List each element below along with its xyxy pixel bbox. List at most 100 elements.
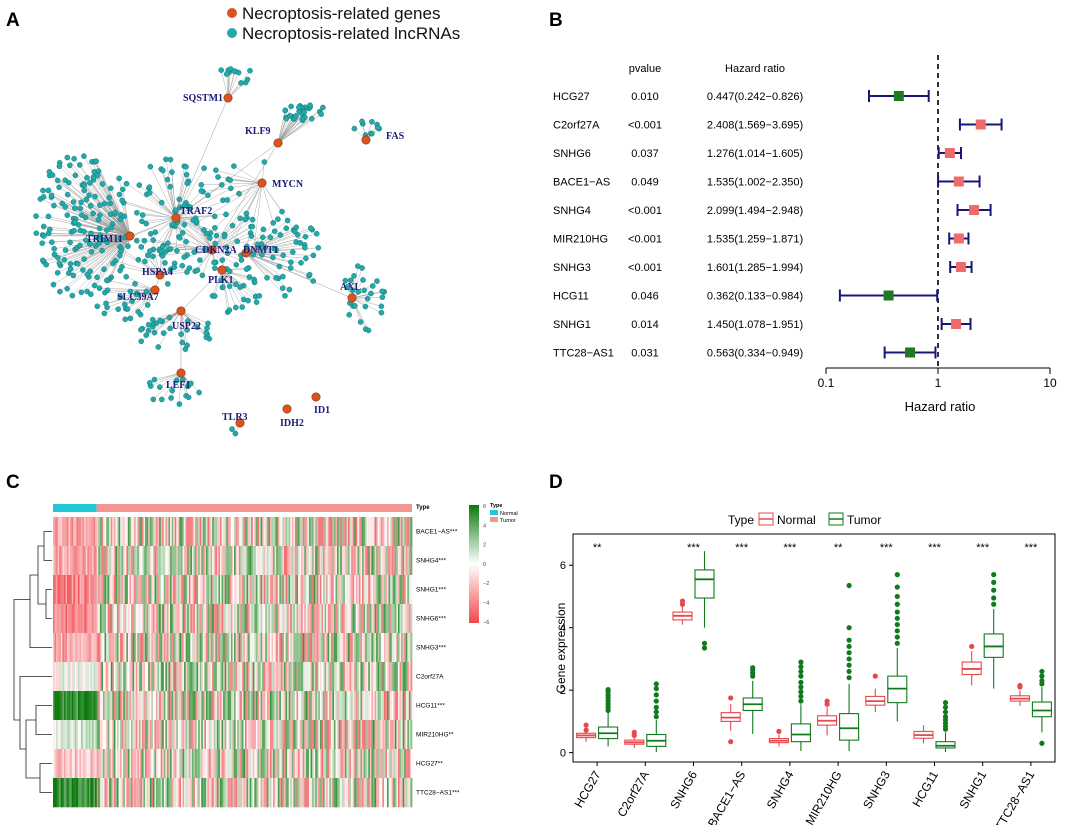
heatmap-cell <box>234 662 236 692</box>
heatmap-cell <box>366 604 369 634</box>
network-edge <box>245 252 268 278</box>
heatmap-cell <box>383 720 386 750</box>
heatmap-cell <box>341 546 344 576</box>
significance-label: *** <box>735 542 749 554</box>
heatmap-cell <box>218 575 221 605</box>
heatmap-cell <box>216 604 219 634</box>
heatmap-cell <box>148 749 151 779</box>
normal-outlier <box>776 728 782 734</box>
heatmap-cell <box>162 691 165 721</box>
heatmap-cell <box>276 720 279 750</box>
heatmap-cell <box>182 546 185 576</box>
lncrna-node <box>164 281 171 287</box>
heatmap-cell <box>182 662 185 692</box>
heatmap-cell <box>230 517 233 547</box>
heatmap-cell <box>255 575 258 605</box>
heatmap-cell <box>77 517 80 547</box>
heatmap-cell <box>237 691 240 721</box>
heatmap-cell <box>137 604 140 634</box>
heatmap-cell <box>301 749 304 779</box>
col-header-pvalue: pvalue <box>629 63 661 75</box>
heatmap-cell <box>107 778 110 808</box>
heatmap-cell <box>401 633 403 663</box>
heatmap-cell <box>162 778 165 808</box>
heatmap-cell <box>115 604 118 634</box>
heatmap-cell <box>408 691 411 721</box>
lncrna-node <box>365 327 372 334</box>
lncrna-node <box>99 181 106 187</box>
heatmap-cell <box>316 778 319 808</box>
heatmap-cell <box>135 546 138 576</box>
heatmap-cell <box>394 778 397 808</box>
heatmap-cell <box>235 633 238 663</box>
heatmap-cell <box>143 546 146 576</box>
heatmap-cell <box>115 517 118 547</box>
heatmap-cell <box>62 517 65 547</box>
heatmap-cell <box>352 662 355 692</box>
network-edge <box>179 207 213 251</box>
heatmap-cell <box>166 575 169 605</box>
heatmap-cell <box>141 749 144 779</box>
heatmap-cell <box>207 546 210 576</box>
gene-label: DNMT1 <box>243 245 279 256</box>
network-nodes <box>33 66 388 437</box>
lncrna-node <box>144 302 151 308</box>
heatmap-cell <box>201 517 204 547</box>
tumor-outlier <box>798 679 804 685</box>
heatmap-cell <box>177 720 180 750</box>
forest-point <box>905 347 916 358</box>
heatmap-cell <box>127 546 130 576</box>
heatmap-cell <box>355 517 358 547</box>
network-edge <box>153 372 182 400</box>
heatmap-cell <box>184 633 187 663</box>
heatmap-cell <box>368 662 371 692</box>
heatmap-cell <box>304 575 307 605</box>
heatmap-cell <box>163 546 166 576</box>
heatmap-cell <box>383 778 386 808</box>
forest-hr-text: 0.447(0.242−0.826) <box>707 91 803 103</box>
lncrna-node <box>95 168 102 174</box>
heatmap-cell <box>397 546 400 576</box>
heatmap-cell <box>59 720 62 750</box>
heatmap-cell <box>84 662 87 692</box>
network-edge <box>211 249 237 266</box>
heatmap-cell <box>229 604 232 634</box>
lncrna-node <box>39 240 46 246</box>
network-edge <box>221 269 243 308</box>
heatmap-cell <box>63 546 66 576</box>
network-edge <box>161 372 182 400</box>
heatmap-cell <box>252 517 255 547</box>
heatmap-cell <box>53 633 55 663</box>
heatmap-cell <box>173 517 176 547</box>
heatmap-cell <box>99 517 102 547</box>
heatmap-cell <box>312 691 315 721</box>
heatmap-cell <box>346 575 349 605</box>
heatmap-cell <box>365 517 368 547</box>
heatmap-cell <box>176 662 179 692</box>
heatmap-cell <box>254 575 257 605</box>
heatmap-cell <box>238 662 241 692</box>
heatmap-cell <box>162 720 165 750</box>
heatmap-cell <box>368 604 371 634</box>
heatmap-row-label: SNHG1*** <box>416 587 446 594</box>
heatmap-cell <box>112 662 115 692</box>
heatmap-cell <box>372 546 375 576</box>
heatmap-cell <box>299 691 302 721</box>
heatmap-cell <box>199 662 202 692</box>
heatmap-cell <box>326 749 329 779</box>
heatmap-cell <box>379 604 382 634</box>
heatmap-cell <box>332 691 335 721</box>
heatmap-cell <box>410 749 413 779</box>
heatmap-cell <box>165 749 168 779</box>
lncrna-node <box>169 169 175 175</box>
heatmap-cell <box>340 517 343 547</box>
heatmap-cell <box>190 662 193 692</box>
heatmap-cell <box>362 575 364 605</box>
heatmap-cell <box>380 575 383 605</box>
lncrna-node <box>160 167 166 174</box>
lncrna-node <box>138 326 144 333</box>
heatmap-cell <box>388 662 391 692</box>
lncrna-node <box>40 187 46 194</box>
heatmap-cell <box>298 720 300 750</box>
heatmap-cell <box>210 633 213 663</box>
